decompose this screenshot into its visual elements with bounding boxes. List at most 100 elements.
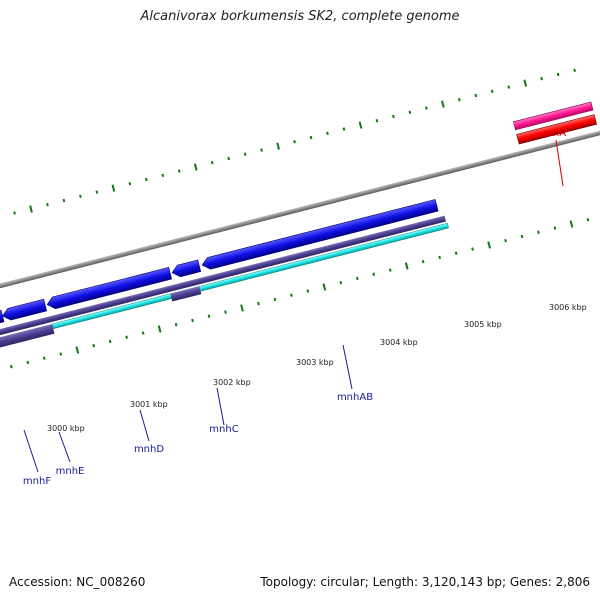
lower-tick [273,297,277,302]
lower-tick [339,280,343,285]
lower-tick [438,255,441,260]
reverse-cds-track [0,199,439,329]
lower-tick [257,301,260,306]
upper-tick [457,98,461,102]
lower-tick [569,220,574,228]
scale-label: 3005 kbp [464,320,502,329]
genome-summary: Topology: circular; Length: 3,120,143 bp… [260,575,590,589]
scale-label: 3004 kbp [380,338,418,347]
lower-tick [487,241,491,249]
upper-tick [507,85,511,89]
gene-label-mnhD: mnhD [134,444,164,455]
upper-tick [408,110,412,115]
upper-tick [474,93,478,98]
reverse-cds-arrow [46,267,173,309]
reverse-cds-arrow [2,298,48,321]
upper-tick [260,148,263,152]
upper-tick [556,72,560,77]
upper-tick [293,139,296,144]
lower-tick [537,230,540,234]
gene-leader-line [555,139,564,187]
reverse-gene-block-mnhF [0,323,55,352]
reverse-cds-arrow [0,309,5,329]
lower-tick [141,331,145,335]
upper-tick [326,131,329,135]
upper-tick [276,142,280,150]
upper-tick [227,156,231,161]
reverse-cds-arrow [171,259,202,278]
lower-tick [10,364,13,369]
upper-tick [128,181,132,186]
upper-tick [573,68,576,73]
lower-tick [92,343,96,348]
upper-tick [62,198,66,203]
lower-tick [26,360,30,365]
lower-tick [240,304,244,312]
upper-tick [161,173,165,177]
lower-tick [520,234,524,239]
upper-tick [46,202,49,207]
scale-label-group: 3000 kbp 3001 kbp 3002 kbp 3003 kbp 3004 kbp… [47,303,587,433]
lower-tick [504,238,507,243]
reverse-gene-block-mnhC [170,286,202,302]
gene-leader-line [23,429,39,473]
scale-label: 3006 kbp [549,303,587,312]
genome-backbone [0,127,600,300]
gene-label-mnhC: mnhC [209,424,238,435]
lower-tick [174,322,178,327]
upper-tick [177,169,181,173]
scale-label: 3002 kbp [213,378,251,387]
reverse-gene-bar [0,215,446,341]
scale-label: 3001 kbp [130,400,168,409]
scale-label: 3003 kbp [296,358,334,367]
lower-tick [108,339,112,344]
lower-tick [322,283,327,291]
lower-tick [59,352,63,356]
lower-tick [224,310,227,314]
upper-tick [441,100,445,108]
lower-tick-track [10,217,590,369]
reverse-misc-bar [51,222,449,330]
upper-tick [193,163,198,171]
scale-label: 3000 kbp [47,424,85,433]
lower-tick [355,276,359,281]
upper-tick [425,106,428,110]
lower-tick [191,318,194,323]
gene-leader-line [139,409,150,442]
upper-tick [392,114,395,119]
lower-tick [207,314,211,318]
upper-tick [95,190,99,194]
lower-tick [125,335,128,339]
upper-tick [540,77,543,81]
upper-tick [490,89,494,94]
lower-tick [75,346,80,354]
upper-tick [29,205,33,213]
upper-tick [523,79,528,87]
lower-tick [586,217,590,222]
gene-label-polA: polA [544,128,566,139]
accession-label: Accession: NC_008260 [9,575,146,589]
gene-label-group: polA mnhF mnhE mnhD mnhC mnhAB [23,128,566,487]
lower-tick [42,356,46,360]
lower-tick [157,325,162,333]
upper-tick [375,118,379,123]
reverse-gene-track [0,215,449,352]
lower-tick [306,289,310,293]
lower-tick [553,226,557,230]
upper-tick [210,160,214,165]
upper-tick [243,152,247,156]
gene-leader-line [342,344,353,390]
map-title: Alcanivorax borkumensis SK2, complete ge… [140,9,460,24]
gene-leader-line [216,387,225,426]
lower-tick [372,272,376,276]
upper-tick [309,135,313,140]
gene-label-mnhAB: mnhAB [337,392,373,403]
upper-tick-track [13,68,576,215]
reverse-cds-arrow [201,199,439,270]
feature-polA-divider [515,110,594,132]
upper-tick [358,121,363,129]
lower-tick [404,262,409,270]
upper-tick [144,177,148,182]
gene-label-mnhF: mnhF [23,476,51,487]
